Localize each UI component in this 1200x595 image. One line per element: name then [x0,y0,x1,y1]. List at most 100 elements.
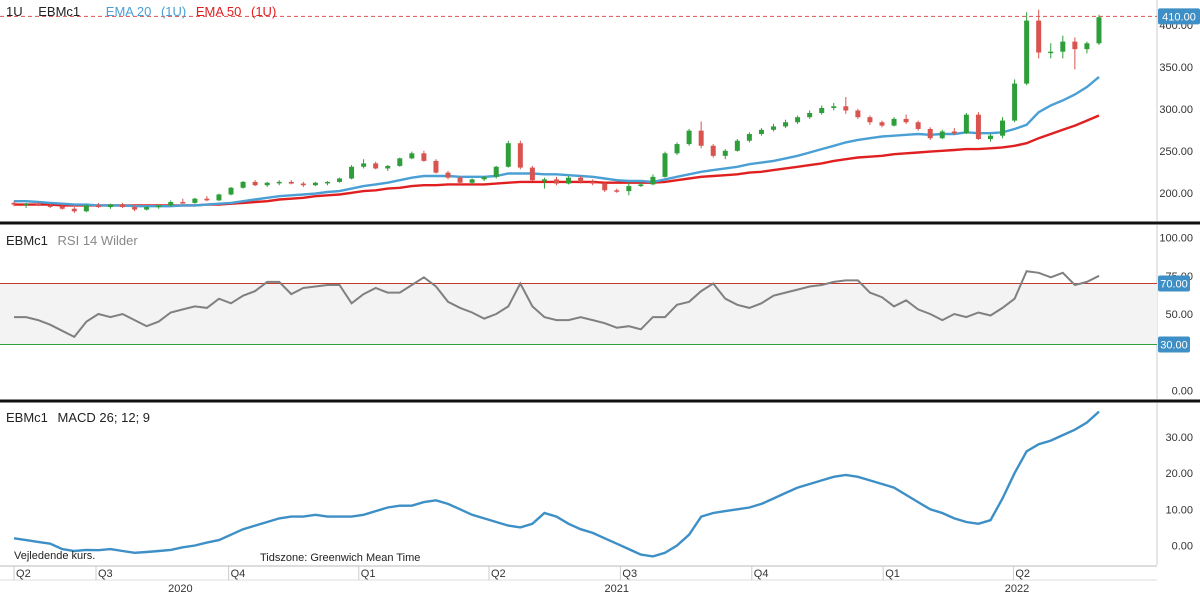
candle-body [891,118,897,126]
candle-body [770,126,776,130]
symbol-label: EBMc1 [38,4,81,19]
macd-y-tick-label: 10.00 [1165,504,1193,516]
candle-body [795,117,801,123]
candle-body [264,182,270,186]
candle-body [23,203,29,206]
ema20-period: (1U) [160,4,187,19]
candle-body [180,202,186,204]
rsi-y-tick-label: 50.00 [1165,309,1193,321]
candle-body [120,204,126,208]
candle-body [240,181,246,188]
x-axis: Q2 Q3 Q4 Q1 Q2 Q3 Q4 Q1 Q2 2020 2021 2022 [0,565,1157,595]
last-price-tag [1158,8,1200,25]
candle-body [144,207,150,210]
quarter-label: Q2 [491,568,506,580]
candle-body [758,129,764,134]
candle-body [662,153,668,177]
candle-body [373,163,379,169]
candle-body [1048,51,1054,54]
rsi-y-tick-label: 100.00 [1159,233,1193,245]
candle-body [710,145,716,156]
candle-body [349,166,355,179]
candle-body [638,184,644,187]
candle-body [1096,17,1102,44]
price-y-tick-label: 250.00 [1159,146,1193,158]
candle-body [312,182,318,186]
candle-body [529,167,535,181]
candle-body [626,186,632,192]
candle-body [337,178,343,182]
candle-body [421,153,427,161]
candle-body [578,177,584,182]
candle-body [83,205,89,212]
macd-panel: 0.00 10.00 20.00 30.00 [13,403,1193,565]
candle-body [445,172,451,178]
candle-body [1012,83,1018,121]
candle-body [288,181,294,184]
ema50-label[interactable]: EMA 50 [195,4,242,19]
rsi-label[interactable]: RSI 14 Wilder [57,233,138,248]
quarter-label: Q1 [885,568,900,580]
candle-body [939,131,945,139]
quarter-label: Q4 [231,568,246,580]
candle-body [95,205,101,208]
rsi-symbol: EBMc1 [6,233,48,248]
candle-body [204,198,210,201]
candle-body [566,177,572,184]
candle-body [361,163,367,167]
candle-body [324,181,330,184]
candle-body [686,130,692,145]
candle-body [1024,20,1030,84]
candle-body [1060,41,1066,52]
year-label: 2020 [168,583,192,595]
candle-body [47,205,53,207]
price-y-tick-label: 200.00 [1159,188,1193,200]
candle-body [517,143,523,168]
footer-timezone: Tidszone: Greenwich Mean Time [260,552,421,564]
candle-body [35,203,41,206]
candle-body [879,122,885,126]
macd-symbol: EBMc1 [6,410,48,425]
candle-body [915,122,921,129]
interval-label[interactable]: 1U [6,4,23,19]
macd-legend: EBMc1 MACD 26; 12; 9 [6,410,156,425]
candle-body [59,206,65,209]
rsi-lower-tag [1158,336,1190,353]
candle-body [276,181,282,184]
candle-body [505,143,511,167]
rsi-y-tick-label: 0.00 [1172,385,1193,397]
candle-body [590,181,596,184]
candle-body [385,165,391,169]
candle-body [1072,41,1078,50]
ema50-period: (1U) [251,4,277,19]
candle-body [1036,20,1042,53]
quarter-label: Q1 [361,568,376,580]
macd-y-tick-label: 0.00 [1172,541,1193,553]
ema20-label[interactable]: EMA 20 [105,4,152,19]
candle-body [216,194,222,201]
macd-label[interactable]: MACD 26; 12; 9 [57,410,151,425]
rsi-upper-tag [1158,275,1190,292]
rsi-line [14,270,1100,339]
rsi-lower-tag-label: 30.00 [1160,340,1188,352]
footer-note: Vejledende kurs. [14,550,96,562]
candle-body [409,153,415,159]
candle-body [927,128,933,139]
candle-body [168,202,174,206]
candle-body [481,176,487,180]
candle-body [614,190,620,192]
candle-body [457,177,463,183]
candle-body [831,106,837,108]
last-price-tag-label: 410.00 [1162,11,1196,23]
quarter-label: Q3 [98,568,113,580]
quarter-label: Q2 [16,568,31,580]
rsi-upper-tag-label: 70.00 [1160,278,1188,290]
candle-body [746,134,752,141]
candle-body [493,166,499,177]
year-label: 2022 [1005,583,1029,595]
candle-body [397,158,403,166]
candle-body [975,114,981,140]
